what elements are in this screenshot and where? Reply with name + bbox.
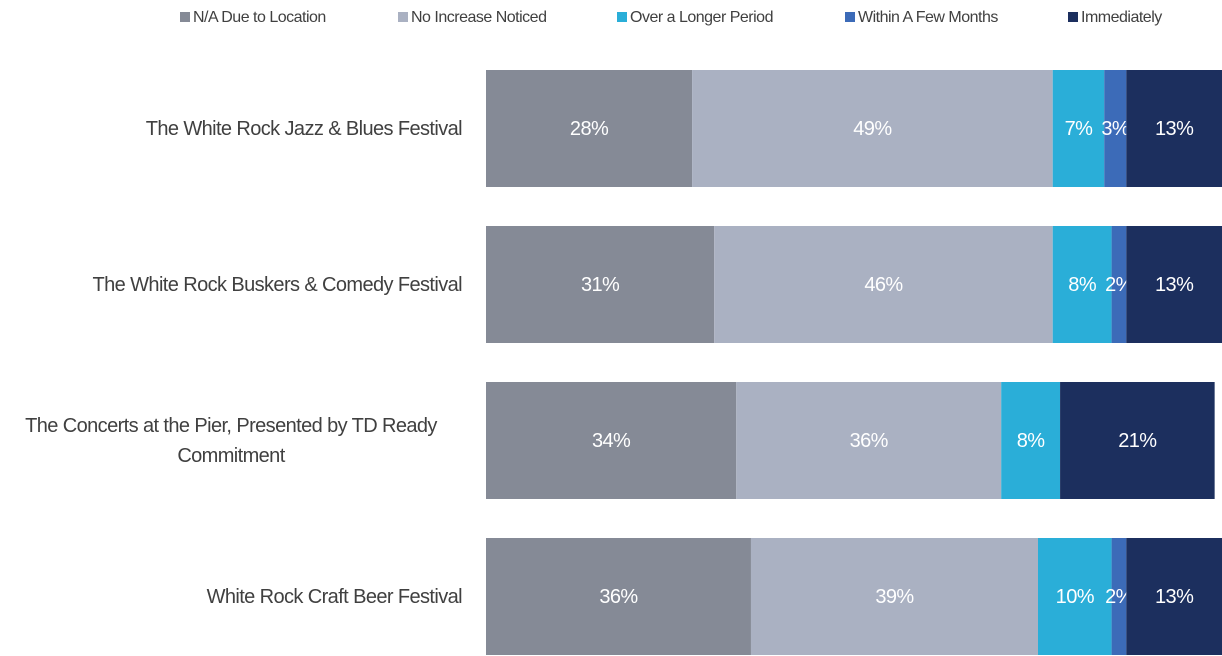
data-label: 7% bbox=[1065, 118, 1094, 140]
bar-segment bbox=[1104, 70, 1127, 187]
bar-segment bbox=[1060, 382, 1215, 499]
bar-segment bbox=[486, 226, 715, 343]
bar-segment bbox=[1126, 538, 1222, 655]
legend-swatch bbox=[1068, 12, 1078, 22]
category-label: The White Rock Jazz & Blues Festival bbox=[145, 117, 463, 140]
bar-segment bbox=[1038, 538, 1112, 655]
data-label: 8% bbox=[1017, 430, 1046, 452]
legend-label: Immediately bbox=[1081, 9, 1162, 26]
bar-segment bbox=[736, 382, 1002, 499]
data-label: 13% bbox=[1155, 118, 1194, 140]
data-label: 21% bbox=[1118, 430, 1157, 452]
data-label: 49% bbox=[853, 118, 892, 140]
legend-label: No Increase Noticed bbox=[411, 9, 546, 26]
data-label: 39% bbox=[875, 586, 914, 608]
bar-segment bbox=[692, 70, 1053, 187]
bar-segment bbox=[714, 226, 1053, 343]
data-label: 36% bbox=[599, 586, 638, 608]
bar-segment bbox=[750, 538, 1038, 655]
data-label: 3% bbox=[1101, 118, 1130, 140]
legend-label: N/A Due to Location bbox=[193, 9, 326, 26]
legend-swatch bbox=[617, 12, 627, 22]
data-label: 10% bbox=[1056, 586, 1095, 608]
legend-swatch bbox=[845, 12, 855, 22]
data-label: 13% bbox=[1155, 274, 1194, 296]
bar-segment bbox=[486, 538, 751, 655]
data-label: 31% bbox=[581, 274, 620, 296]
category-label: White Rock Craft Beer Festival bbox=[206, 585, 463, 608]
bar-segment bbox=[1001, 382, 1061, 499]
bar-segment bbox=[1126, 226, 1222, 343]
data-label: 34% bbox=[592, 430, 631, 452]
data-label: 36% bbox=[850, 430, 889, 452]
category-label: The Concerts at the Pier, Presented by T… bbox=[25, 414, 437, 467]
data-label: 46% bbox=[864, 274, 903, 296]
bar-segment bbox=[1052, 226, 1112, 343]
legend-swatch bbox=[180, 12, 190, 22]
data-label: 8% bbox=[1068, 274, 1097, 296]
bar-segment bbox=[1052, 70, 1105, 187]
data-label: 13% bbox=[1155, 586, 1194, 608]
legend-swatch bbox=[398, 12, 408, 22]
bar-segment bbox=[1111, 226, 1127, 343]
bar-segment bbox=[1111, 538, 1127, 655]
legend-label: Within A Few Months bbox=[858, 9, 998, 26]
bar-segment bbox=[486, 70, 693, 187]
legend-label: Over a Longer Period bbox=[630, 9, 773, 26]
bar-segment bbox=[1126, 70, 1222, 187]
category-label: The White Rock Buskers & Comedy Festival bbox=[92, 273, 463, 296]
bar-segment bbox=[486, 382, 737, 499]
data-label: 28% bbox=[570, 118, 609, 140]
